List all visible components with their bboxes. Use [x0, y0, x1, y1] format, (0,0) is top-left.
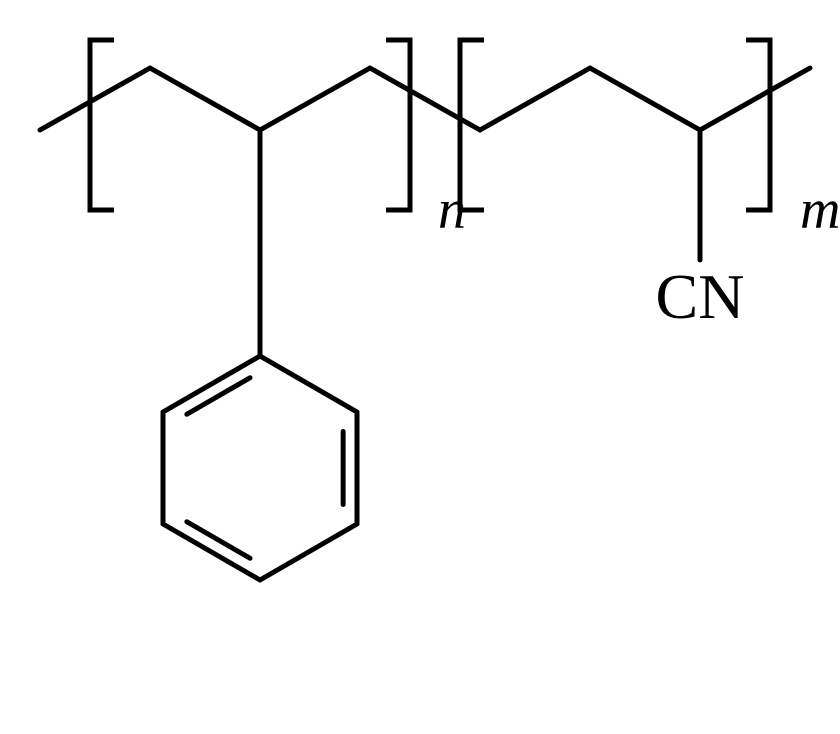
backbone-bond: [260, 68, 370, 130]
benzene-bond: [163, 356, 260, 412]
backbone-bond: [700, 68, 810, 130]
nitrile-label: CN: [656, 261, 745, 332]
subscript-m: m: [800, 179, 840, 241]
chemical-structure-svg: CN n m: [0, 0, 840, 734]
bracket-right-styrene: [386, 40, 410, 210]
backbone-bond: [40, 68, 150, 130]
bracket-left-styrene: [90, 40, 114, 210]
benzene-double-bond: [187, 378, 250, 414]
benzene-bond: [260, 524, 357, 580]
bracket-right-acrylonitrile: [746, 40, 770, 210]
benzene-bond: [260, 356, 357, 412]
benzene-bond: [163, 524, 260, 580]
backbone-bond: [370, 68, 480, 130]
benzene-double-bond: [187, 522, 250, 558]
backbone-bond: [480, 68, 590, 130]
backbone-bond: [590, 68, 700, 130]
subscript-n: n: [438, 179, 466, 241]
backbone-bond: [150, 68, 260, 130]
